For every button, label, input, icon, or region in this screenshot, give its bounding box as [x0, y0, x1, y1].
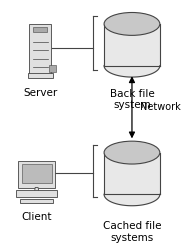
- Bar: [22, 164, 52, 183]
- Bar: [18, 161, 55, 187]
- Bar: [49, 65, 57, 72]
- Bar: [33, 27, 47, 32]
- Bar: [20, 199, 53, 203]
- Polygon shape: [104, 153, 160, 194]
- Text: Server: Server: [23, 88, 57, 98]
- Polygon shape: [34, 187, 39, 192]
- Text: Client: Client: [21, 212, 52, 222]
- Text: Back file
system: Back file system: [110, 89, 154, 110]
- Ellipse shape: [104, 141, 160, 164]
- Ellipse shape: [104, 13, 160, 35]
- Text: Network: Network: [140, 102, 181, 112]
- Bar: [28, 73, 53, 78]
- Bar: [16, 190, 57, 197]
- Polygon shape: [104, 24, 160, 66]
- Polygon shape: [104, 54, 160, 77]
- Text: Cached file
systems: Cached file systems: [103, 221, 161, 243]
- Polygon shape: [104, 183, 160, 206]
- Bar: [29, 24, 51, 77]
